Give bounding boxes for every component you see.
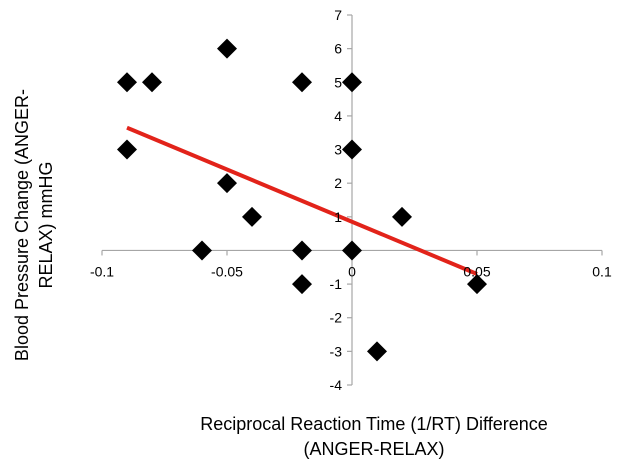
y-tick-label: 3 bbox=[334, 142, 342, 158]
y-tick-label: 5 bbox=[334, 74, 342, 90]
data-point-diamond bbox=[342, 139, 362, 160]
trendline-group bbox=[126, 125, 478, 276]
data-point-diamond bbox=[292, 72, 312, 93]
y-tick-label: -3 bbox=[330, 343, 343, 359]
data-point-diamond bbox=[342, 240, 362, 261]
y-tick-label: 4 bbox=[334, 108, 342, 124]
data-point-diamond bbox=[217, 38, 237, 59]
y-tick-label: 7 bbox=[334, 7, 342, 23]
data-point-diamond bbox=[217, 173, 237, 194]
data-point-diamond bbox=[292, 274, 312, 295]
data-point-diamond bbox=[142, 72, 162, 93]
y-tick-label: -4 bbox=[330, 377, 343, 393]
tick-labels: -0.1 -0.05 0 0.05 0.1 -4 -3 -2 -1 1 2 3 4 5 6 7 bbox=[90, 7, 612, 393]
x-tick-label: 0.1 bbox=[592, 263, 612, 279]
axes bbox=[101, 14, 603, 386]
data-point-diamond bbox=[117, 72, 137, 93]
y-tick-label: 2 bbox=[334, 175, 342, 191]
y-tick-label: -1 bbox=[330, 276, 343, 292]
y-tick-label: 1 bbox=[334, 209, 342, 225]
data-point-diamond bbox=[342, 72, 362, 93]
x-axis-title-line-2: (ANGER-RELAX) bbox=[303, 439, 444, 459]
data-point-diamond bbox=[367, 341, 387, 362]
data-point-diamond bbox=[242, 206, 262, 227]
y-axis-title-line-1: Blood Pressure Change (ANGER- bbox=[12, 89, 32, 361]
x-tick-label: 0 bbox=[348, 263, 356, 279]
y-axis-title-line-2: RELAX) mmHG bbox=[36, 161, 56, 288]
x-tick-label: -0.05 bbox=[211, 263, 243, 279]
x-axis-title-line-1: Reciprocal Reaction Time (1/RT) Differen… bbox=[200, 414, 547, 434]
data-point-diamond bbox=[192, 240, 212, 261]
data-point-diamond bbox=[392, 206, 412, 227]
x-tick-label: -0.1 bbox=[90, 263, 114, 279]
y-tick-label: 6 bbox=[334, 41, 342, 57]
data-point-diamond bbox=[467, 274, 487, 295]
data-points bbox=[117, 38, 487, 362]
data-point-diamond bbox=[292, 240, 312, 261]
y-tick-label: -2 bbox=[330, 310, 343, 326]
x-tick-label: 0.05 bbox=[463, 263, 490, 279]
linear-trendline bbox=[126, 125, 478, 276]
data-point-diamond bbox=[117, 139, 137, 160]
